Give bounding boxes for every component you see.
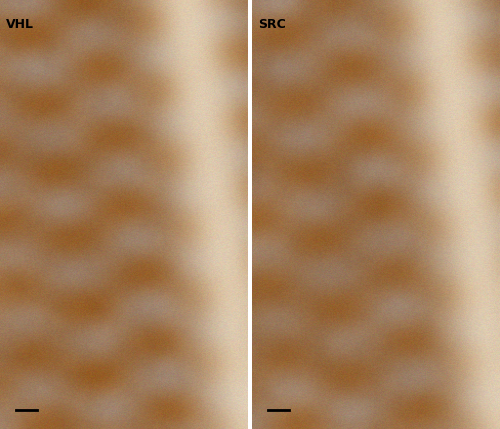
Text: VHL: VHL	[6, 18, 34, 31]
Text: SRC: SRC	[258, 18, 285, 31]
